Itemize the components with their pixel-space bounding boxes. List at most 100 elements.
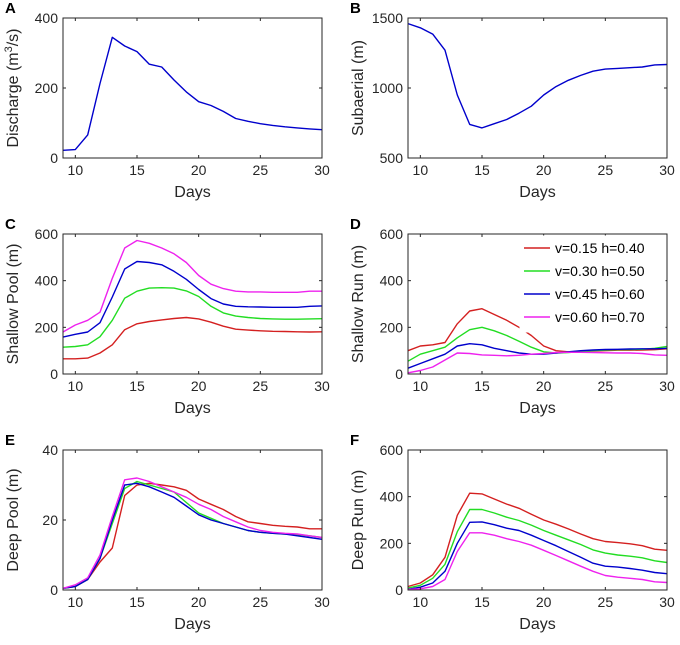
x-tick-label: 30 [659,162,675,178]
x-axis-label: Days [519,184,555,201]
y-tick-label: 0 [50,582,58,598]
x-tick-label: 20 [536,594,552,610]
panel-label: C [5,216,16,233]
x-axis-label: Days [174,616,210,633]
chart-panel-f: 10 15 20 25 30 0 200 400 600 Days Deep Run (m) F [350,432,675,633]
y-axis-label: Discharge (m3/s) [3,28,22,147]
x-tick-label: 20 [191,594,207,610]
chart-panel-b: 10 15 20 25 30 500 1000 1500 Days Subaerial (m) B [350,0,675,201]
x-tick-label: 30 [314,594,330,610]
y-tick-label: 200 [35,80,59,96]
y-tick-label: 600 [380,442,404,458]
y-tick-label: 400 [380,273,404,289]
y-tick-label: 0 [50,150,58,166]
panel-label: A [5,0,16,17]
series-line-1 [62,287,323,348]
x-tick-label: 15 [474,378,490,394]
x-tick-label: 25 [598,378,614,394]
y-axis-label-main: Deep Run (m) [350,470,367,570]
chart-panel-a: 10 15 20 25 30 0 200 400 Days Discharge (m3/s) A [3,0,330,201]
y-tick-label: 400 [35,273,59,289]
y-axis-label-main: Subaerial (m) [350,40,367,136]
x-tick-label: 30 [314,378,330,394]
y-axis-label-main: Discharge (m [5,52,22,147]
y-tick-label: 0 [395,366,403,382]
x-tick-label: 25 [253,594,269,610]
chart-panel-c: 10 15 20 25 30 0 200 400 600 Days Shallow Pool (m)… [5,216,330,417]
x-tick-label: 15 [129,162,145,178]
axes-box [62,233,323,375]
x-tick-label: 30 [659,378,675,394]
y-tick-label: 1500 [372,10,403,26]
y-tick-label: 40 [42,442,58,458]
x-axis-label: Days [174,400,210,417]
x-tick-label: 15 [129,378,145,394]
x-tick-label: 20 [191,378,207,394]
y-axis-label-sup: 3 [3,46,15,52]
x-tick-label: 10 [68,378,84,394]
y-tick-label: 400 [35,10,59,26]
y-axis-label-main: Deep Pool (m) [5,468,22,571]
x-tick-label: 15 [474,162,490,178]
series-line-2 [407,521,668,590]
x-tick-label: 25 [598,594,614,610]
y-tick-label: 500 [380,150,404,166]
x-tick-label: 25 [598,162,614,178]
panel-label: F [350,432,359,449]
x-tick-label: 10 [68,594,84,610]
legend-label-1: v=0.30 h=0.50 [555,263,645,279]
x-axis-label: Days [519,616,555,633]
x-tick-label: 15 [474,594,490,610]
axes-box [62,449,323,591]
x-axis-label: Days [174,184,210,201]
y-axis-label: Subaerial (m) [350,40,367,136]
legend-label-2: v=0.45 h=0.60 [555,286,645,302]
legend: v=0.15 h=0.40 v=0.30 h=0.50 v=0.45 h=0.60 v… [519,235,666,333]
x-tick-label: 20 [536,162,552,178]
y-tick-label: 200 [35,319,59,335]
series-line-0 [62,482,322,589]
series-line-3 [62,477,323,589]
y-tick-label: 20 [42,512,58,528]
axes-box [407,449,668,591]
x-tick-label: 20 [536,378,552,394]
x-tick-label: 25 [253,378,269,394]
chart-panel-d: 10 15 20 25 30 0 200 400 600 Days Shallow Run (m) D… [350,216,675,417]
series-line-1 [407,508,668,589]
y-axis-label: Shallow Run (m) [350,245,367,363]
series-line-3 [407,532,668,591]
x-tick-label: 30 [659,594,675,610]
series-line-2 [407,343,668,369]
x-tick-label: 10 [413,162,429,178]
y-axis-label: Deep Run (m) [350,470,367,570]
panel-label: E [5,432,15,449]
y-tick-label: 0 [50,366,58,382]
y-tick-label: 600 [35,226,59,242]
axes-box [62,17,323,159]
legend-label-3: v=0.60 h=0.70 [555,309,645,325]
x-tick-label: 25 [253,162,269,178]
y-tick-label: 0 [395,582,403,598]
chart-panel-e: 10 15 20 25 30 0 20 40 Days Deep Pool (m) E [5,432,330,633]
y-axis-label-tail: /s) [5,28,22,46]
x-tick-label: 10 [68,162,84,178]
series-line-0 [407,492,668,588]
x-tick-label: 15 [129,594,145,610]
y-axis-label: Deep Pool (m) [5,468,22,571]
series-line-3 [62,239,322,333]
y-tick-label: 400 [380,489,404,505]
series-line-3 [407,351,668,374]
y-axis-label: Shallow Pool (m) [5,244,22,365]
series-line-1 [62,480,323,589]
x-tick-label: 10 [413,378,429,394]
series-line-0 [63,316,323,360]
x-axis-label: Days [519,400,555,417]
panel-label: D [350,216,361,233]
legend-box [519,235,666,333]
y-axis-label-main: Shallow Run (m) [350,245,367,363]
series-line-2 [62,482,323,589]
legend-label-0: v=0.15 h=0.40 [555,240,645,256]
y-tick-label: 600 [380,226,404,242]
panel-label: B [350,0,361,17]
